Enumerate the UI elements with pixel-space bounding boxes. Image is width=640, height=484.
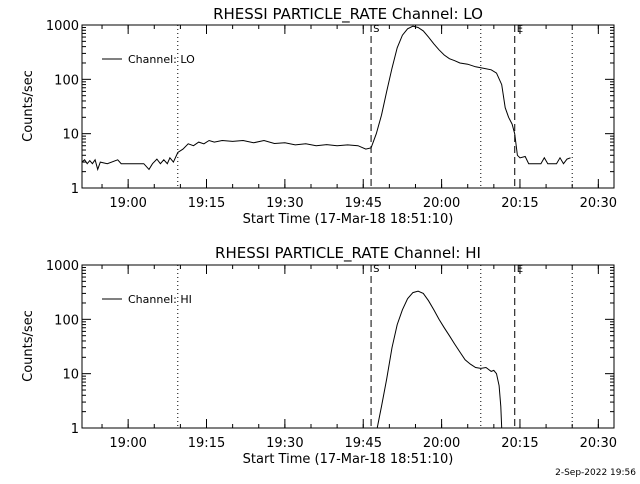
y-tick-label: 10 — [62, 128, 79, 143]
x-tick-label: 19:30 — [266, 436, 303, 451]
legend-label: Channel: HI — [128, 293, 192, 306]
event-marker-label: E — [517, 24, 523, 35]
series-line — [82, 25, 571, 172]
legend-label: Channel: LO — [128, 53, 195, 66]
y-tick-label: 100 — [54, 313, 79, 328]
x-axis-label: Start Time (17-Mar-18 18:51:10) — [243, 212, 454, 227]
y-tick-label: 1 — [71, 422, 79, 437]
y-tick-label: 1000 — [46, 19, 79, 34]
chart-title: RHESSI PARTICLE_RATE Channel: HI — [215, 244, 481, 263]
series-line — [376, 290, 503, 428]
plot-frame — [81, 264, 615, 429]
x-tick-label: 20:00 — [423, 196, 460, 211]
plot-frame — [81, 24, 615, 189]
event-marker-label: S — [373, 24, 379, 35]
x-tick-label: 20:00 — [423, 436, 460, 451]
x-tick-label: 19:15 — [188, 436, 225, 451]
x-tick-label: 20:30 — [580, 436, 617, 451]
panel-1: RHESSI PARTICLE_RATE Channel: LO 1 10 100 10… — [21, 5, 617, 227]
event-marker-label: E — [517, 264, 523, 275]
x-tick-label: 20:15 — [501, 436, 538, 451]
x-tick-label: 19:15 — [188, 196, 225, 211]
x-tick-label: 20:30 — [580, 196, 617, 211]
y-tick-label: 1 — [71, 182, 79, 197]
x-tick-label: 19:30 — [266, 196, 303, 211]
y-tick-label: 10 — [62, 368, 79, 383]
footer-timestamp: 2-Sep-2022 19:56 — [555, 468, 636, 478]
y-tick-label: 1000 — [46, 259, 79, 274]
y-tick-label: 100 — [54, 73, 79, 88]
x-tick-label: 19:00 — [109, 436, 146, 451]
y-axis-label: Counts/sec — [21, 310, 36, 382]
x-tick-label: 19:00 — [109, 196, 146, 211]
y-axis-label: Counts/sec — [21, 70, 36, 142]
chart-title: RHESSI PARTICLE_RATE Channel: LO — [213, 5, 483, 24]
x-axis-label: Start Time (17-Mar-18 18:51:10) — [243, 452, 454, 467]
x-tick-label: 19:45 — [345, 436, 382, 451]
x-tick-label: 20:15 — [501, 196, 538, 211]
x-tick-label: 19:45 — [345, 196, 382, 211]
panel-2: RHESSI PARTICLE_RATE Channel: HI 1 10 100 10… — [21, 244, 617, 467]
event-marker-label: S — [373, 264, 379, 275]
